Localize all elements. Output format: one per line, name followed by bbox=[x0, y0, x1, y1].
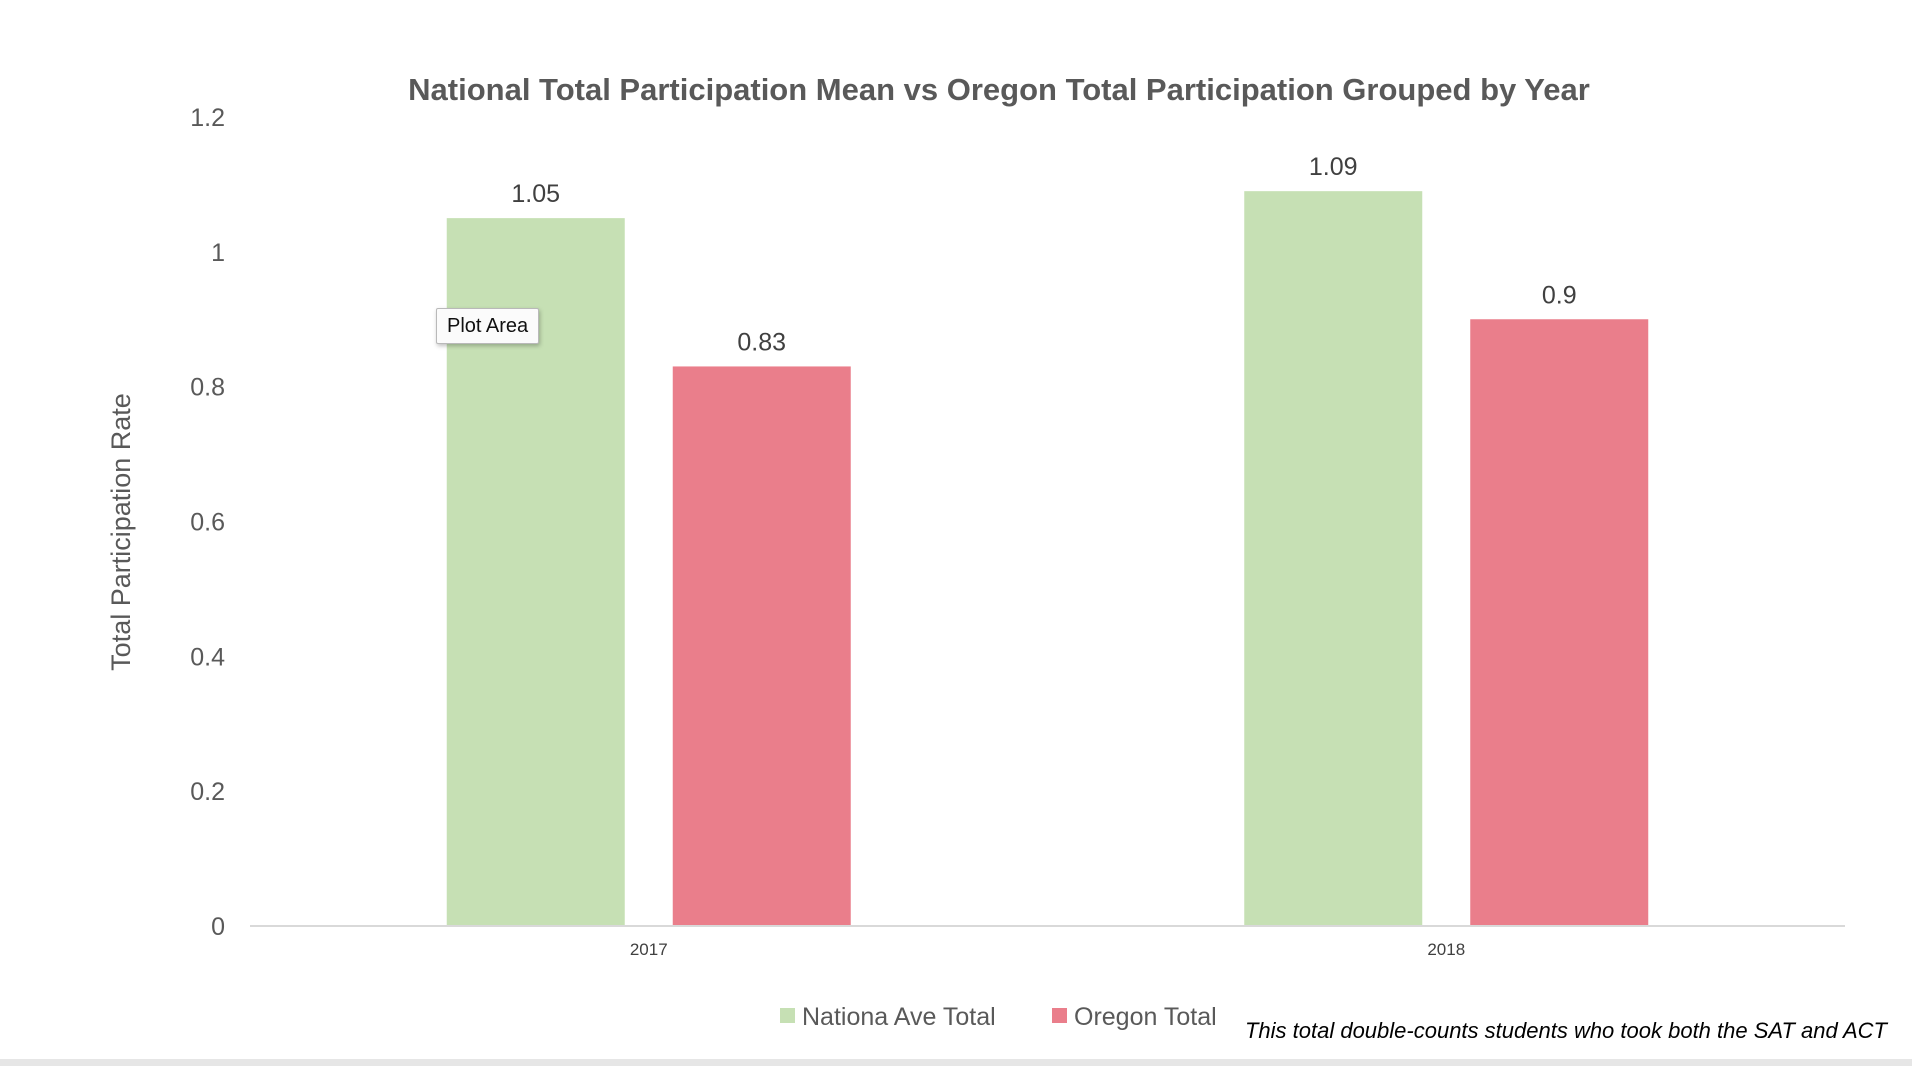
legend-label-national: Nationa Ave Total bbox=[802, 1003, 996, 1031]
data-labels: 1.05 0.83 1.09 0.9 bbox=[511, 153, 1576, 356]
y-tick-label: 0.8 bbox=[190, 374, 225, 402]
bottom-edge bbox=[0, 1059, 1912, 1066]
y-tick-label: 0 bbox=[211, 913, 225, 941]
y-tick-label: 1.2 bbox=[190, 104, 225, 132]
y-tick-label: 1 bbox=[211, 239, 225, 267]
footnote: This total double-counts students who to… bbox=[1245, 1018, 1889, 1043]
x-axis: 2017 2018 bbox=[630, 940, 1465, 959]
legend-label-oregon: Oregon Total bbox=[1074, 1003, 1217, 1031]
y-tick-label: 0.6 bbox=[190, 509, 225, 537]
bar-oregon-2017[interactable] bbox=[672, 366, 851, 927]
bar-national-2018[interactable] bbox=[1244, 191, 1423, 927]
x-tick-label: 2018 bbox=[1427, 940, 1465, 959]
x-tick-label: 2017 bbox=[630, 940, 668, 959]
chart-title: National Total Participation Mean vs Ore… bbox=[408, 72, 1590, 107]
y-axis: 0 0.2 0.4 0.6 0.8 1 1.2 bbox=[190, 104, 225, 941]
data-label: 1.09 bbox=[1309, 153, 1358, 181]
legend-swatch-national bbox=[780, 1008, 795, 1023]
y-axis-label: Total Participation Rate bbox=[106, 393, 136, 671]
y-tick-label: 0.4 bbox=[190, 643, 225, 671]
data-label: 1.05 bbox=[511, 180, 560, 208]
legend: Nationa Ave Total Oregon Total bbox=[780, 1003, 1217, 1031]
bar-series-group bbox=[446, 191, 1649, 927]
plot-area-tooltip: Plot Area bbox=[436, 308, 540, 344]
data-label: 0.9 bbox=[1542, 281, 1577, 309]
bar-oregon-2018[interactable] bbox=[1470, 319, 1649, 926]
data-label: 0.83 bbox=[737, 328, 786, 356]
y-tick-label: 0.2 bbox=[190, 778, 225, 806]
legend-swatch-oregon bbox=[1052, 1008, 1067, 1023]
